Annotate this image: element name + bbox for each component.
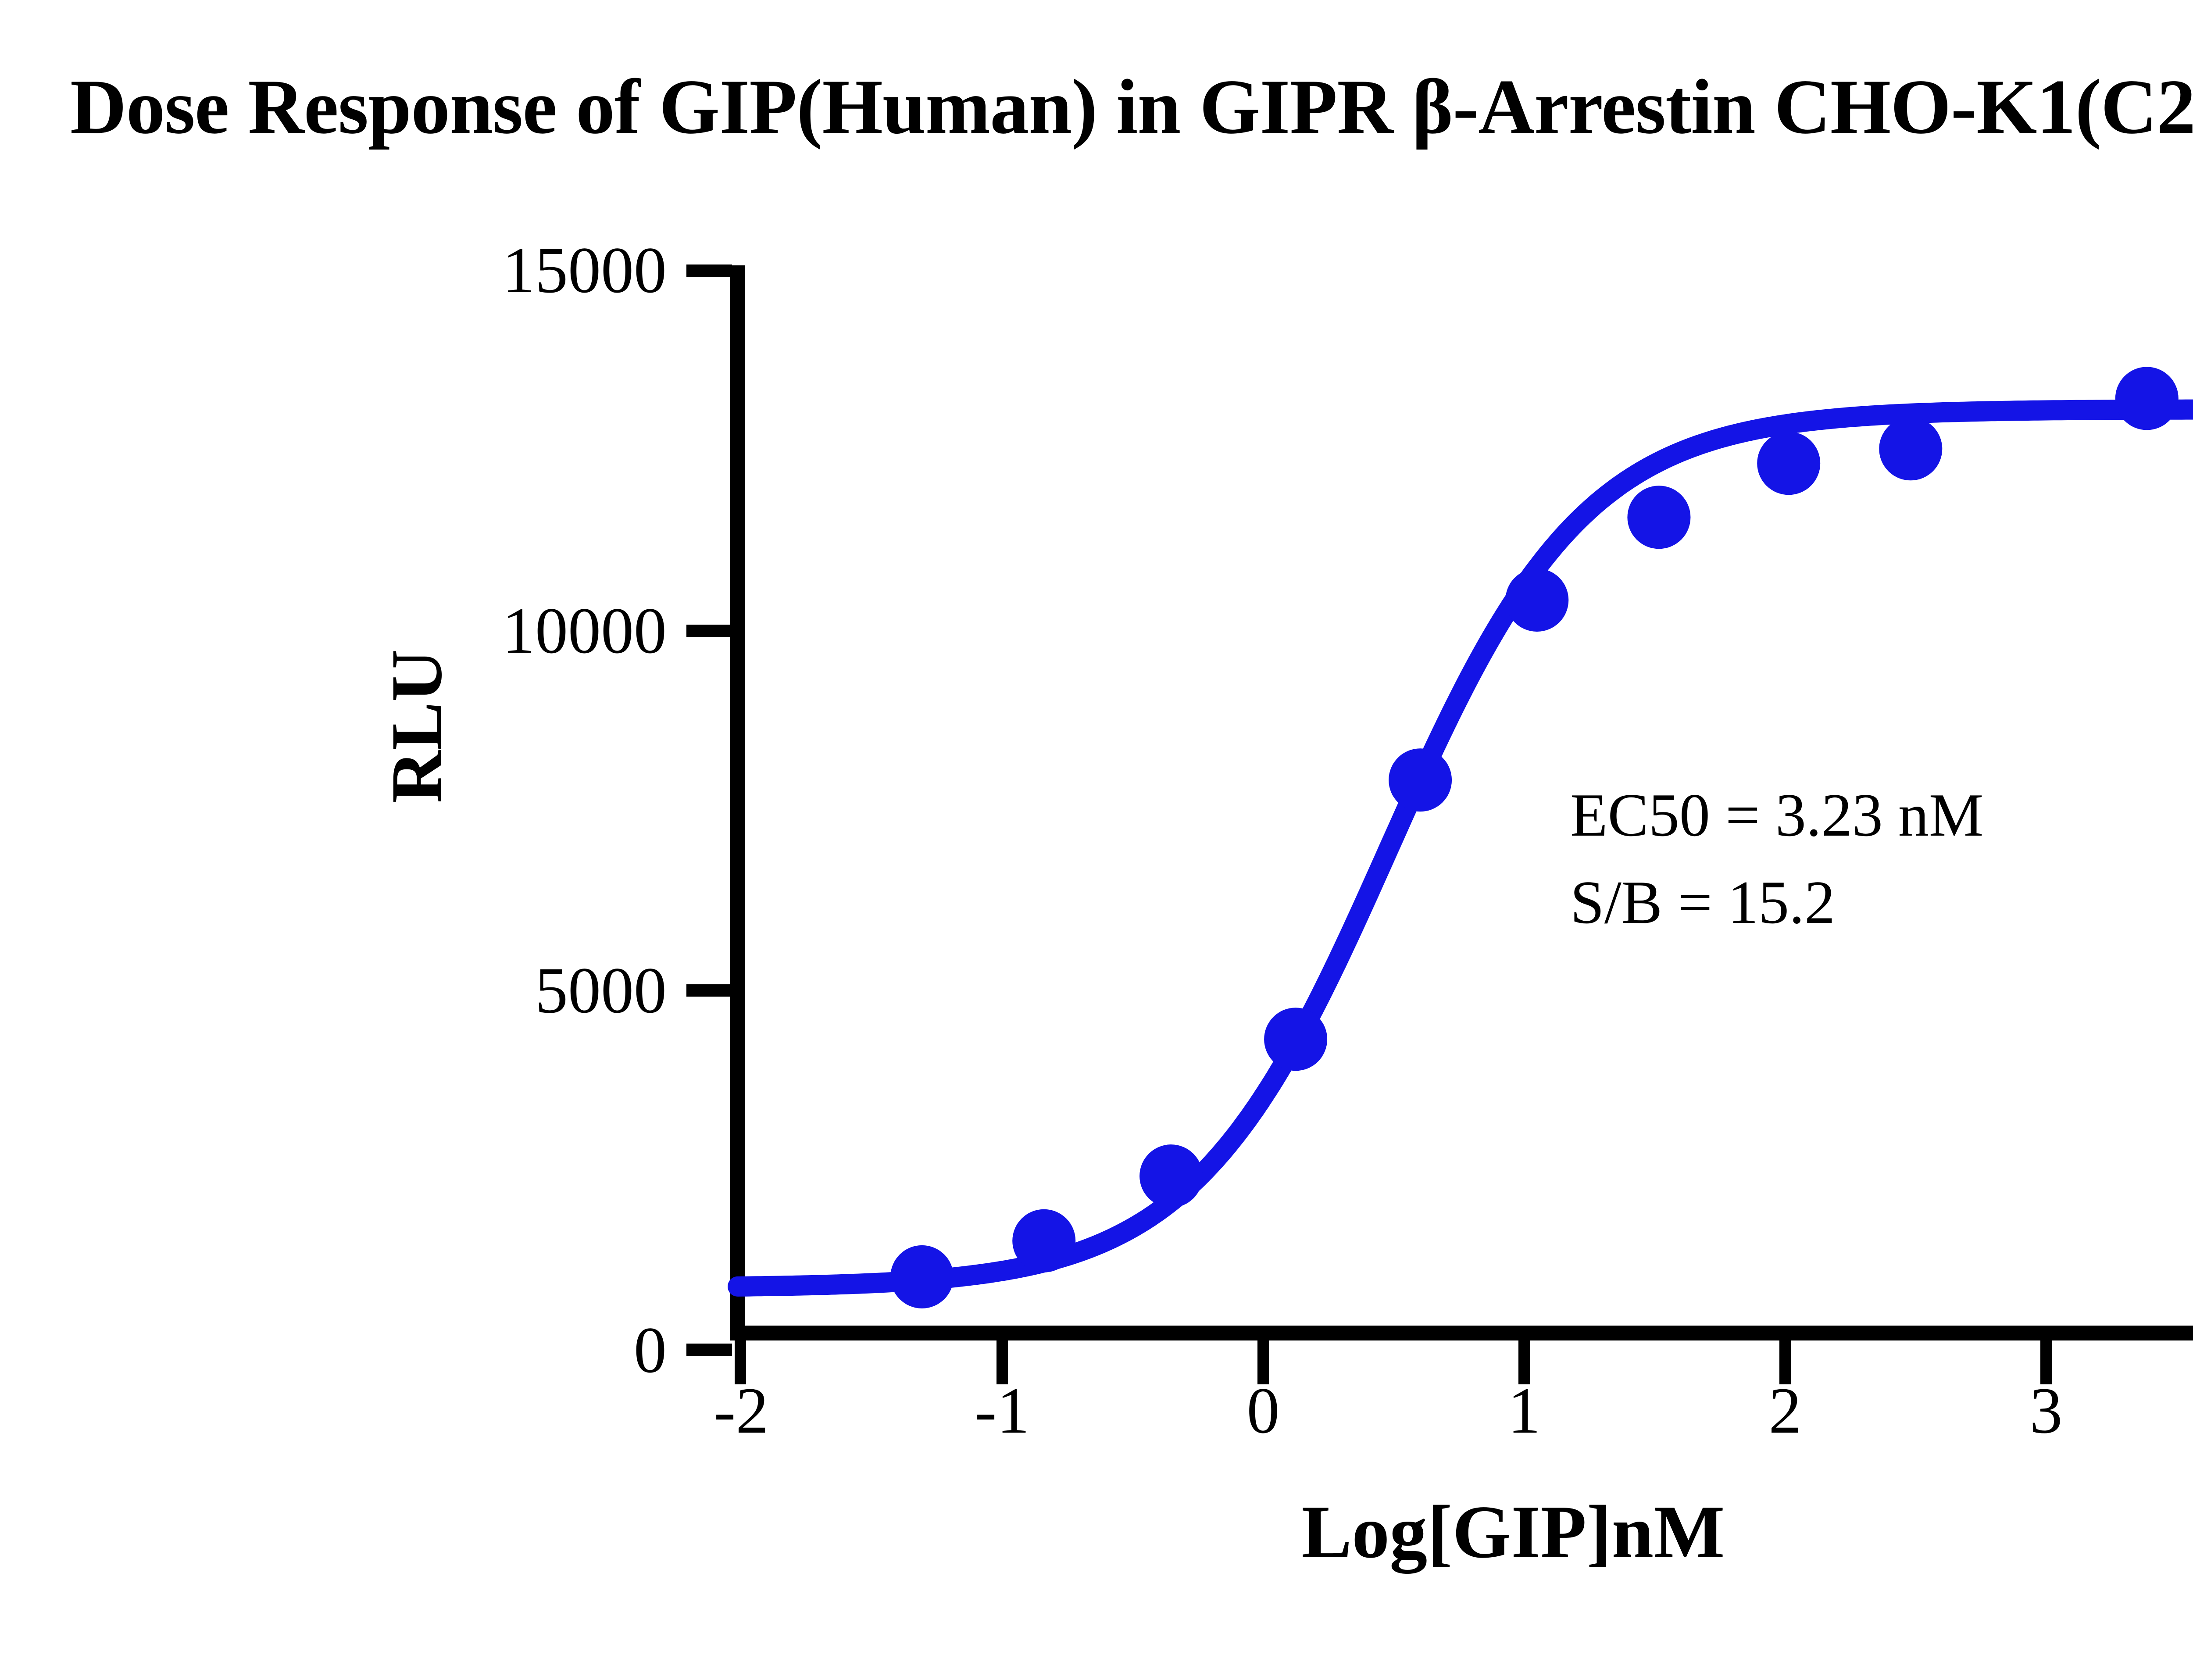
y-axis-line — [730, 265, 745, 1340]
data-point — [1757, 432, 1821, 495]
x-tick-label-1: 1 — [1507, 1374, 1541, 1447]
x-tick-label-neg1: -1 — [975, 1374, 1030, 1447]
y-tick-label-0: 0 — [634, 1314, 667, 1387]
data-point — [1879, 417, 1943, 481]
y-tick-label-5000: 5000 — [535, 954, 667, 1027]
x-axis-line — [730, 1326, 2193, 1340]
x-tick-label-neg2: -2 — [714, 1374, 769, 1447]
data-point — [1389, 748, 1452, 812]
page-title: Dose Response of GIP(Human) in GIPR β-Ar… — [70, 63, 2193, 150]
annotation-block: EC50 = 3.23 nM S/B = 15.2 — [1570, 772, 1983, 947]
data-point — [1505, 568, 1569, 632]
data-point — [1139, 1144, 1203, 1208]
data-point — [1627, 486, 1691, 549]
data-point — [1012, 1209, 1076, 1273]
sb-annotation: S/B = 15.2 — [1570, 868, 1836, 937]
x-axis-title: Log[GIP]nM — [1301, 1491, 1725, 1574]
x-axis-ticks — [735, 1340, 2052, 1384]
x-tick-label-0: 0 — [1247, 1374, 1280, 1447]
y-tick-label-15000: 15000 — [502, 234, 667, 307]
y-axis-ticks — [686, 265, 732, 1356]
y-tick-label-10000: 10000 — [502, 594, 667, 667]
x-tick-label-3: 3 — [2029, 1374, 2063, 1447]
x-tick-label-2: 2 — [1768, 1374, 1802, 1447]
fit-curve — [728, 399, 2193, 1297]
data-point-markers — [890, 367, 2179, 1308]
data-point — [2115, 367, 2179, 430]
data-point — [890, 1245, 954, 1308]
data-point — [1264, 1008, 1328, 1071]
ec50-annotation: EC50 = 3.23 nM — [1570, 781, 1984, 849]
